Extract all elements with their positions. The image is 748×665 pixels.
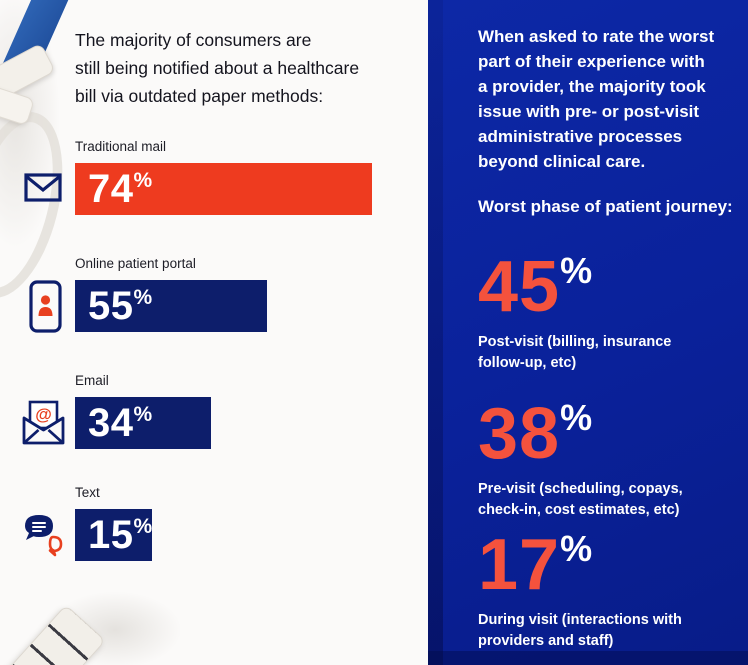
bar-label: Text <box>75 485 100 500</box>
bar-value: 15% <box>88 512 153 557</box>
stat-label: Post-visit (billing, insurance follow-up… <box>478 334 672 371</box>
bar-text: 15% <box>75 509 152 561</box>
bar-value: 55% <box>88 283 153 328</box>
measuring-tape-photo-decoration <box>0 555 210 665</box>
stat-value: 38% <box>478 394 593 474</box>
bar-value: 34% <box>88 400 153 445</box>
mail-envelope-icon <box>24 173 62 202</box>
bar-label: Online patient portal <box>75 256 196 271</box>
right-subtitle: Worst phase of patient journey: <box>478 197 733 216</box>
svg-text:@: @ <box>35 405 52 424</box>
phone-patient-icon <box>29 280 62 333</box>
email-at-icon: @ <box>21 399 66 446</box>
chat-bubbles-icon <box>22 513 64 558</box>
left-headline: The majority of consumers are still bein… <box>75 30 360 106</box>
consumer-notification-panel: The majority of consumers are still bein… <box>0 0 372 665</box>
worst-phase-panel: When asked to rate the worst part of the… <box>428 0 748 665</box>
stat-value: 45% <box>478 247 593 327</box>
bar-email: 34% <box>75 397 211 449</box>
bar-value: 74% <box>88 166 153 211</box>
bar-label: Traditional mail <box>75 139 167 154</box>
stat-pre-visit: 38% Pre-visit (scheduling, copays, check… <box>478 380 728 521</box>
stat-post-visit: 45% Post-visit (billing, insurance follo… <box>478 233 728 374</box>
bar-label: Email <box>75 373 109 388</box>
stat-value: 17% <box>478 525 593 605</box>
stat-label: Pre-visit (scheduling, copays, check-in,… <box>478 481 683 518</box>
right-paragraph: When asked to rate the worst part of the… <box>478 27 715 171</box>
stat-during-visit: 17% During visit (interactions with prov… <box>478 511 728 652</box>
bar-traditional-mail: 74% <box>75 163 372 215</box>
panel-bottom-edge <box>428 651 748 665</box>
bar-online-portal: 55% <box>75 280 267 332</box>
stat-label: During visit (interactions with provider… <box>478 612 682 649</box>
